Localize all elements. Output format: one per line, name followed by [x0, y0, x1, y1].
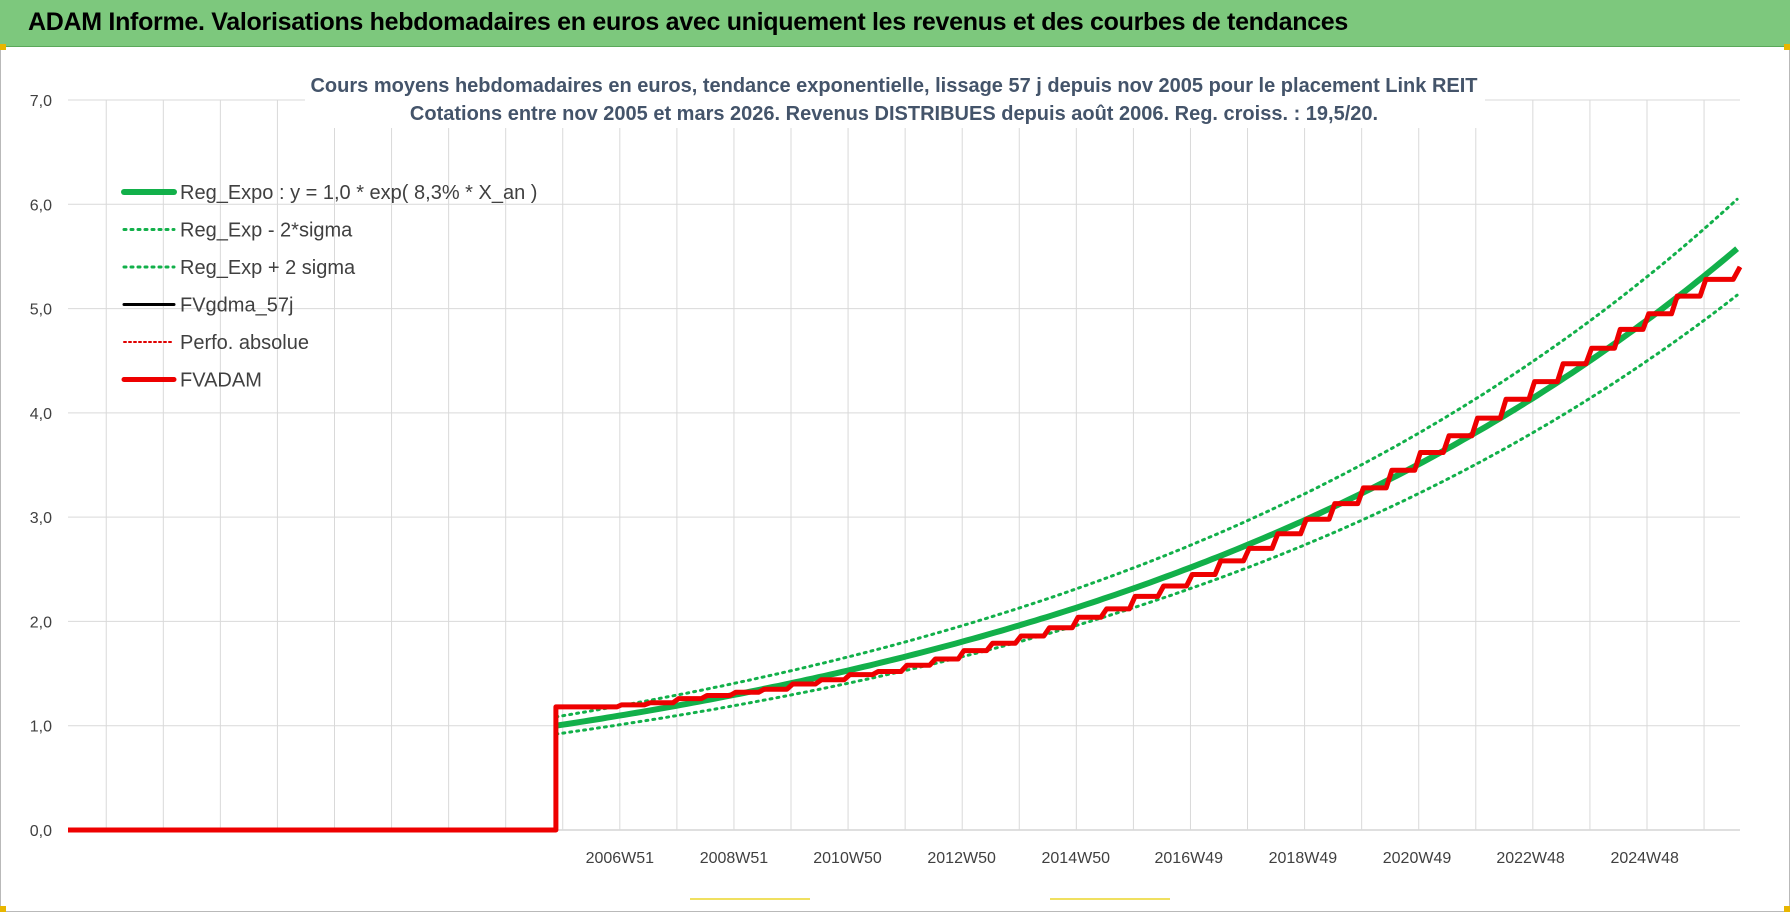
- y-tick-label: 2,0: [30, 614, 52, 631]
- accent-line: [690, 898, 810, 900]
- legend-label: Reg_Expo : y = 1,0 * exp( 8,3% * X_an ): [180, 182, 537, 204]
- series-fvgdma-57j: [68, 266, 1742, 832]
- series-layer: [68, 197, 1743, 833]
- x-tick-label: 2022W48: [1496, 850, 1565, 867]
- x-tick-label: 2020W49: [1383, 850, 1452, 867]
- x-tick-label: 2010W50: [813, 850, 882, 867]
- x-tick-label: 2008W51: [700, 850, 769, 867]
- y-tick-label: 3,0: [30, 510, 52, 527]
- legend-label: Reg_Exp - 2*sigma: [180, 220, 353, 242]
- y-tick-label: 5,0: [30, 302, 52, 319]
- legend-label: FVADAM: [180, 370, 262, 392]
- y-tick-label: 6,0: [30, 197, 52, 214]
- series-reg-minus-2sigma: [554, 293, 1739, 736]
- accent-line: [1050, 898, 1170, 900]
- line-chart: 0,01,02,03,04,05,06,07,0 2006W51 2008W51 2…: [30, 68, 1743, 867]
- corner-marker: [1784, 44, 1790, 50]
- title-background: [305, 68, 1485, 128]
- legend-label: FVgdma_57j: [180, 295, 293, 317]
- y-tick-label: 4,0: [30, 406, 52, 423]
- corner-marker: [0, 44, 6, 50]
- y-tick-label: 0,0: [30, 823, 52, 840]
- y-axis: 0,0 1,0 2,0 3,0 4,0 5,0 6,0 7,0: [30, 93, 52, 840]
- banner: ADAM Informe. Valorisations hebdomadaire…: [0, 0, 1790, 47]
- banner-title: ADAM Informe. Valorisations hebdomadaire…: [28, 8, 1349, 36]
- y-tick-label: 7,0: [30, 93, 52, 110]
- x-tick-label: 2012W50: [927, 850, 996, 867]
- y-tick-label: 1,0: [30, 719, 52, 736]
- series-reg-expo: [555, 246, 1740, 729]
- series-fvadam: [68, 265, 1743, 833]
- legend: Reg_Expo : y = 1,0 * exp( 8,3% * X_an ) R…: [121, 182, 537, 392]
- x-axis: 2006W51 2008W51 2010W50 2012W50 2014W50 2016W…: [586, 850, 1679, 867]
- chart-title-line1: Cours moyens hebdomadaires en euros, ten…: [310, 75, 1477, 97]
- corner-marker: [0, 906, 6, 912]
- legend-label: Reg_Exp + 2 sigma: [180, 257, 356, 279]
- x-tick-label: 2016W49: [1155, 850, 1224, 867]
- series-reg-plus-2sigma: [554, 197, 1739, 719]
- grid: [68, 99, 1740, 831]
- series-perfo-absolue: [68, 266, 1741, 831]
- chart-title-line2: Cotations entre nov 2005 et mars 2026. R…: [410, 103, 1378, 125]
- x-tick-label: 2014W50: [1042, 850, 1111, 867]
- x-tick-label: 2024W48: [1610, 850, 1679, 867]
- x-tick-label: 2006W51: [586, 850, 655, 867]
- corner-marker: [1784, 906, 1790, 912]
- legend-label: Perfo. absolue: [180, 332, 309, 354]
- x-tick-label: 2018W49: [1269, 850, 1338, 867]
